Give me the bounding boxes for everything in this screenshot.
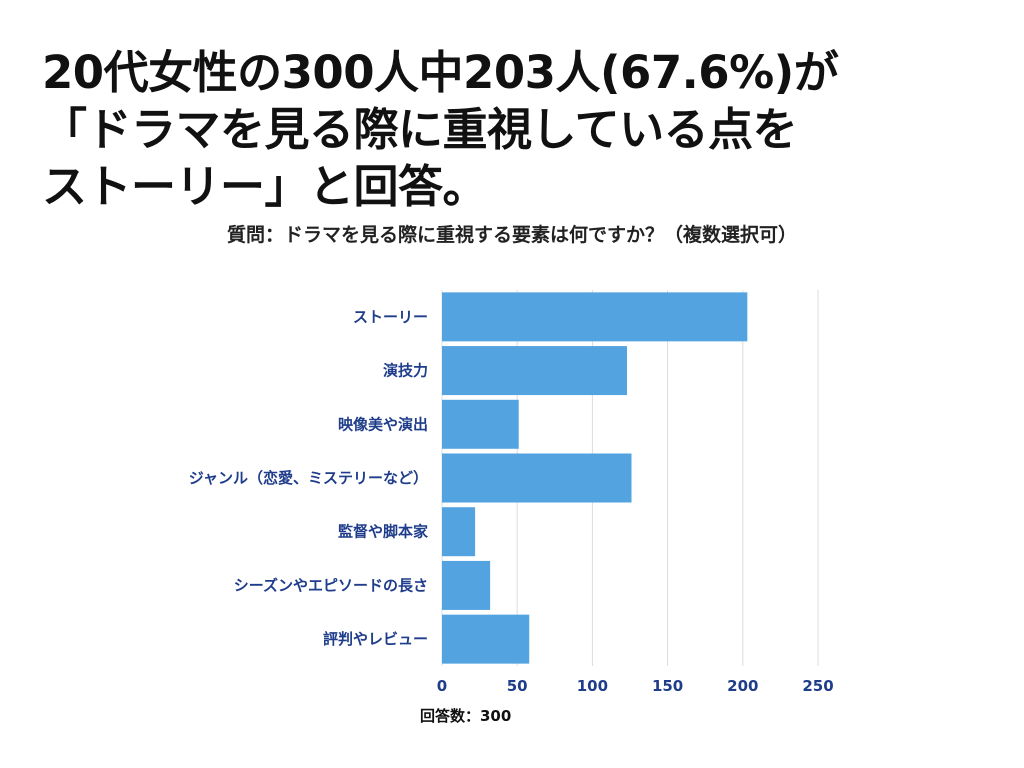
category-label: 演技力 (383, 362, 428, 380)
headline: 20代女性の300人中203人(67.6%)が 「ドラマを見る際に重視している点… (42, 44, 1002, 215)
bar-5 (442, 560, 491, 610)
bar-1 (442, 346, 627, 396)
bar-6 (442, 614, 530, 664)
headline-line-1: 20代女性の300人中203人(67.6%)が (42, 46, 839, 99)
headline-line-2: 「ドラマを見る際に重視している点を (42, 103, 798, 156)
category-label: 映像美や演出 (338, 415, 428, 433)
bar-2 (442, 399, 519, 449)
bar-0 (442, 292, 748, 342)
response-count: 回答数：300 (420, 707, 512, 725)
x-tick-label: 50 (507, 677, 528, 695)
x-axis-ticks: 0 50 100 150 200 250 (437, 677, 834, 695)
bar-4 (442, 507, 476, 557)
x-tick-label: 100 (577, 677, 608, 695)
x-tick-label: 250 (802, 677, 833, 695)
category-label: 評判やレビュー (323, 630, 428, 648)
survey-question: 質問：ドラマを見る際に重視する要素は何ですか？（複数選択可） (226, 224, 797, 246)
bar-3 (442, 453, 632, 503)
headline-line-3: ストーリー」と回答。 (42, 160, 488, 213)
x-tick-label: 150 (652, 677, 683, 695)
category-label: 監督や脚本家 (338, 523, 428, 541)
category-label: ストーリー (353, 308, 428, 326)
bars (442, 292, 748, 664)
category-label: ジャンル（恋愛、ミステリーなど） (189, 469, 428, 487)
category-label: シーズンやエピソードの長さ (234, 576, 428, 594)
x-tick-label: 0 (437, 677, 447, 695)
x-tick-label: 200 (727, 677, 758, 695)
